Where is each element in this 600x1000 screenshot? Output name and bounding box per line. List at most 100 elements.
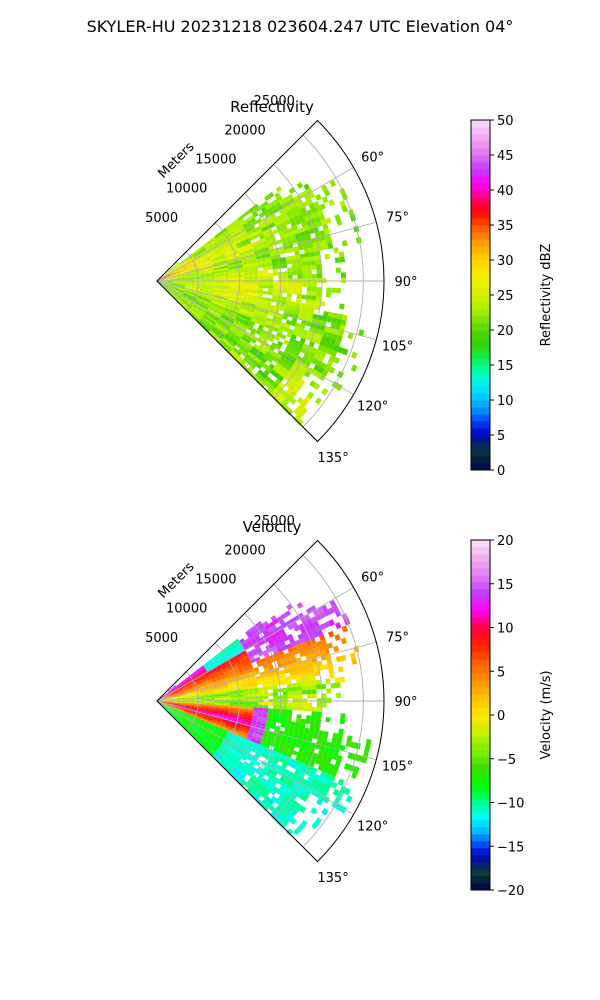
gate [307, 273, 313, 279]
gate [181, 723, 186, 728]
gate [270, 795, 278, 802]
gate [168, 268, 173, 273]
gate [201, 729, 206, 734]
gate [213, 670, 219, 675]
gate [214, 663, 221, 668]
gate [305, 234, 312, 240]
gate [246, 230, 253, 236]
gate [223, 670, 229, 675]
gate [303, 248, 310, 254]
gate [177, 714, 182, 718]
gate [213, 685, 219, 689]
gate [285, 304, 291, 309]
gate [183, 293, 188, 296]
gate [175, 261, 180, 266]
colorbar-tick-label: 25 [497, 289, 514, 304]
gate [299, 323, 306, 330]
range-tick-label: 20000 [224, 543, 265, 558]
colorbar-swatch [471, 246, 490, 254]
gate [335, 655, 342, 663]
colorbar-swatch [471, 701, 490, 709]
gate [175, 284, 181, 286]
gate [293, 649, 300, 655]
gate [218, 250, 224, 255]
gate [328, 343, 335, 351]
gate [299, 757, 306, 764]
gate [256, 783, 263, 790]
gate [263, 708, 269, 712]
gate [228, 237, 234, 243]
gate [192, 672, 197, 677]
gate [306, 715, 312, 721]
gate [350, 741, 357, 749]
gate [182, 294, 187, 298]
gate [219, 277, 225, 280]
azimuth-spoke [156, 280, 377, 341]
gate [226, 313, 232, 318]
gate [365, 738, 372, 746]
gate [171, 281, 177, 283]
gate [170, 285, 176, 288]
gate [354, 742, 361, 750]
gate [179, 270, 185, 274]
gate [169, 288, 174, 292]
gate [183, 267, 189, 271]
gate [309, 771, 316, 779]
gate [238, 286, 245, 290]
gate [168, 709, 174, 713]
gate [170, 285, 176, 288]
gate [279, 775, 286, 783]
gate [326, 688, 332, 694]
gate [264, 795, 272, 802]
gate [334, 257, 341, 264]
gate [207, 260, 213, 265]
gate [186, 295, 192, 300]
gate [321, 766, 329, 774]
gate [315, 679, 321, 685]
gate [242, 714, 249, 718]
gate [321, 335, 328, 342]
gate [166, 698, 172, 700]
gate [182, 293, 188, 297]
gate [243, 711, 249, 715]
gate [272, 618, 279, 625]
gate [175, 287, 180, 290]
gate [226, 678, 232, 682]
gate [223, 309, 229, 314]
colorbar-swatch [471, 162, 490, 170]
gate [264, 212, 271, 219]
gate [192, 252, 197, 257]
gate [176, 701, 182, 703]
gate [214, 689, 220, 692]
panel-title: Reflectivity [230, 98, 314, 116]
gate [312, 211, 319, 219]
gate [260, 302, 267, 307]
gate [183, 300, 189, 305]
gate [189, 707, 195, 711]
gate [337, 778, 345, 786]
gate [197, 251, 203, 256]
colorbar-swatch [471, 463, 490, 471]
gate [210, 704, 216, 707]
gate [268, 363, 275, 370]
gate [305, 219, 312, 226]
gate [272, 291, 278, 296]
gate [279, 821, 287, 829]
gate [190, 699, 196, 701]
colorbar-swatch [471, 876, 490, 884]
gate [235, 673, 241, 677]
gate [243, 356, 249, 363]
gate [218, 307, 224, 312]
gate [253, 233, 260, 239]
gate [178, 268, 184, 272]
gate [238, 713, 244, 717]
gate [205, 281, 211, 284]
gate [325, 678, 331, 685]
gate [297, 203, 305, 210]
gate [161, 697, 167, 700]
gate [178, 267, 183, 271]
gate [275, 398, 283, 406]
gate [216, 666, 223, 671]
gate [200, 282, 206, 285]
gate [306, 689, 312, 695]
